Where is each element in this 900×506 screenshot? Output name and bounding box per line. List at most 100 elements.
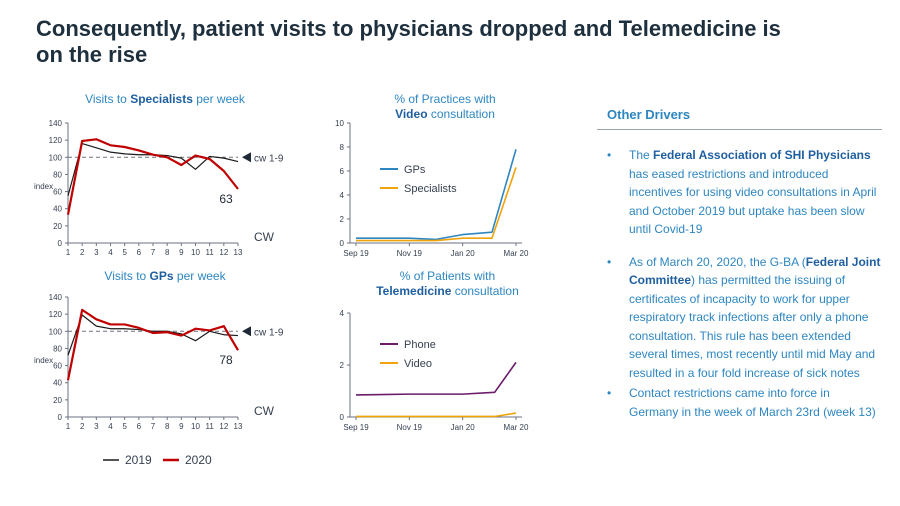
specialists-chart-x-axis-label: CW [254, 230, 275, 244]
specialists-chart-end-value-label: 63 [219, 192, 233, 206]
driver-emphasis: Federal Joint Committee [629, 254, 881, 288]
gps-chart-y-tick-label: 100 [49, 327, 63, 336]
video-chart-series-gps [356, 149, 517, 241]
gps-chart-reference-label: cw 1-9 [254, 327, 284, 338]
specialists-chart-y-tick-label: 140 [49, 119, 63, 128]
gps-chart-reference-marker [242, 326, 251, 337]
telemedicine-chart-title: % of Patients with Telemedicine consultat… [376, 269, 519, 298]
drivers-list: • The Federal Association of SHI Physicia… [607, 146, 882, 435]
gps-chart-x-tick-label: 5 [122, 422, 127, 431]
telemedicine-chart-x-tick-label: Nov 19 [397, 423, 423, 432]
specialists-chart-reference-label: cw 1-9 [254, 153, 284, 164]
specialists-chart-y-tick-label: 0 [58, 239, 63, 248]
gps-chart-x-tick-label: 11 [206, 422, 215, 431]
specialists-chart-series-2019 [67, 142, 239, 197]
gps-chart-y-tick-label: 0 [58, 413, 63, 422]
gps-chart-y-tick-label: 80 [53, 344, 62, 353]
telemedicine-chart-y-tick-label: 4 [340, 309, 345, 318]
gps-chart-title: Visits to GPs per week [104, 269, 226, 283]
telemedicine-chart-y-tick-label: 2 [340, 361, 345, 370]
video-chart-y-tick-label: 4 [340, 191, 345, 200]
video-chart-legend-label: GPs [404, 164, 426, 176]
video-chart-y-tick-label: 8 [340, 143, 345, 152]
specialists-chart-x-tick-label: 12 [219, 248, 228, 257]
driver-text: As of March 20, 2020, the G-BA ( [629, 254, 806, 269]
page-title: Consequently, patient visits to physicia… [36, 16, 781, 67]
video-chart-series-specialists [356, 167, 517, 242]
driver-bullet-1: • The Federal Association of SHI Physicia… [607, 146, 882, 239]
gps-chart-x-axis-label: CW [254, 404, 275, 418]
specialists-chart-y-tick-label: 100 [49, 153, 63, 162]
specialists-chart-x-tick-label: 13 [234, 248, 243, 257]
video-chart-x-tick-label: Sep 19 [343, 249, 369, 258]
telemedicine-chart-series-phone [355, 361, 517, 396]
bullet-marker: • [607, 148, 612, 162]
gps-chart-y-axis-label: index [34, 356, 53, 365]
gps-chart-x-tick-label: 3 [94, 422, 99, 431]
specialists-chart-y-tick-label: 40 [53, 205, 62, 214]
gps-chart-y-tick-label: 120 [49, 310, 63, 319]
specialists-chart-y-tick-label: 120 [49, 136, 63, 145]
gps-chart-x-tick-label: 7 [151, 422, 156, 431]
gps-chart-x-tick-label: 13 [234, 422, 243, 431]
telemedicine-chart-x-tick-label: Jan 20 [451, 423, 476, 432]
specialists-chart-x-tick-label: 2 [80, 248, 85, 257]
video-chart-y-tick-label: 6 [340, 167, 345, 176]
gps-chart-y-tick-label: 140 [49, 293, 63, 302]
gps-chart-x-tick-label: 10 [191, 422, 200, 431]
driver-text: has eased restrictions and introduced in… [629, 166, 877, 237]
gps-chart-series-2019 [67, 314, 239, 356]
video-chart-y-tick-label: 0 [340, 239, 345, 248]
bullet-marker: • [607, 386, 612, 400]
specialists-chart-x-tick-label: 5 [122, 248, 127, 257]
specialists-chart-series-2020 [66, 138, 239, 215]
specialists-chart-x-tick-label: 11 [206, 248, 215, 257]
video-chart-y-tick-label: 10 [335, 119, 344, 128]
specialists-chart-y-tick-label: 60 [53, 188, 62, 197]
specialists-chart-x-tick-label: 10 [191, 248, 200, 257]
video-chart-x-tick-label: Jan 20 [451, 249, 476, 258]
video-chart-legend-label: Specialists [404, 183, 457, 195]
driver-text: ) has permitted the issuing of certifica… [629, 273, 876, 380]
gps-chart-y-tick-label: 40 [53, 379, 62, 388]
gps-chart-x-tick-label: 2 [80, 422, 85, 431]
specialists-chart-x-tick-label: 1 [66, 248, 71, 257]
specialists-chart-x-tick-label: 9 [179, 248, 184, 257]
specialists-chart-x-tick-label: 3 [94, 248, 99, 257]
video-chart-y-tick-label: 2 [340, 215, 345, 224]
specialists-chart-y-tick-label: 80 [53, 170, 62, 179]
drivers-divider [597, 129, 882, 130]
video-chart-x-tick-label: Mar 20 [504, 249, 529, 258]
video-chart-x-tick-label: Nov 19 [397, 249, 423, 258]
telemedicine-chart-x-tick-label: Sep 19 [343, 423, 369, 432]
telemedicine-chart-x-tick-label: Mar 20 [504, 423, 529, 432]
telemedicine-chart-legend-label: Video [404, 358, 432, 370]
driver-text: Contact restrictions came into force in … [629, 386, 876, 419]
specialists-chart-y-axis-label: index [34, 182, 53, 191]
gps-chart-y-tick-label: 20 [53, 396, 62, 405]
gps-chart-x-tick-label: 9 [179, 422, 184, 431]
driver-text: The [629, 148, 654, 162]
specialists-chart-x-tick-label: 4 [108, 248, 113, 257]
specialists-chart-reference-marker [242, 152, 251, 163]
telemedicine-chart-y-tick-label: 0 [340, 413, 345, 422]
driver-bullet-2: • As of March 20, 2020, the G-BA (Federal… [607, 253, 882, 383]
drivers-heading: Other Drivers [607, 107, 691, 122]
specialists-chart-x-tick-label: 6 [137, 248, 142, 257]
gps-chart-y-tick-label: 60 [53, 362, 62, 371]
gps-chart-end-value-label: 78 [219, 353, 233, 367]
driver-emphasis: Federal Association of SHI Physicians [653, 148, 871, 162]
gps-chart-x-tick-label: 12 [219, 422, 228, 431]
specialists-chart-title: Visits to Specialists per week [85, 92, 245, 106]
bullet-marker: • [607, 254, 612, 269]
telemedicine-chart-series-video [356, 412, 517, 418]
specialists-chart-x-tick-label: 8 [165, 248, 170, 257]
bottom-legend-label-2020: 2020 [185, 453, 212, 467]
specialists-chart-y-tick-label: 20 [53, 222, 62, 231]
driver-bullet-3: • Contact restrictions came into force in… [607, 384, 882, 421]
bottom-legend-label-2019: 2019 [125, 453, 152, 467]
video-chart-title: % of Practices with Video consultation [394, 92, 496, 121]
telemedicine-chart-legend-label: Phone [404, 339, 436, 351]
gps-chart-x-tick-label: 6 [137, 422, 142, 431]
